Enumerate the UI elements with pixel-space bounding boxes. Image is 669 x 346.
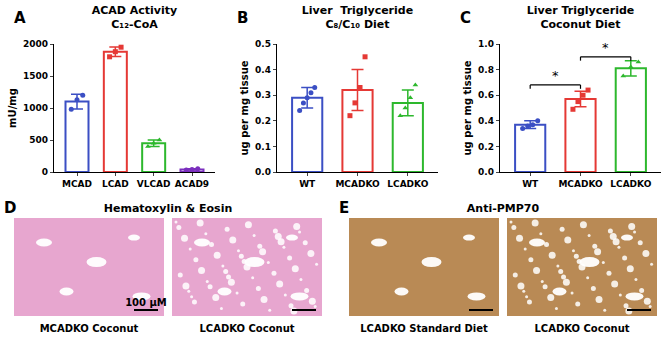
svg-text:0.4: 0.4 [478,116,494,126]
svg-text:Anti-PMP70: Anti-PMP70 [467,202,540,215]
svg-text:LCADKO: LCADKO [387,179,428,189]
svg-text:LCADKO Coconut: LCADKO Coconut [199,323,294,334]
svg-text:Liver TriglycerideCoconut Diet: Liver TriglycerideCoconut Diet [527,4,634,31]
svg-text:0.1: 0.1 [255,142,271,152]
svg-text:0.4: 0.4 [255,65,271,75]
svg-text:B: B [237,9,248,27]
svg-text:1500: 1500 [23,71,48,81]
svg-text:LCAD: LCAD [102,179,129,189]
svg-text:0.2: 0.2 [478,142,494,152]
svg-text:E: E [339,199,349,217]
svg-text:Liver TriglycerideC₈/C₁₀ Diet: Liver TriglycerideC₈/C₁₀ Diet [302,4,413,31]
svg-text:1.0: 1.0 [478,39,494,49]
svg-text:ACAD9: ACAD9 [175,179,209,189]
svg-text:*: * [552,68,559,83]
svg-text:LCADKO: LCADKO [610,179,651,189]
svg-text:0.3: 0.3 [255,90,271,100]
svg-text:0.6: 0.6 [478,90,494,100]
svg-text:1000: 1000 [23,103,48,113]
svg-text:WT: WT [522,179,539,189]
svg-text:C: C [460,9,471,27]
svg-text:MCADKO: MCADKO [558,179,603,189]
svg-text:Hematoxylin & Eosin: Hematoxylin & Eosin [104,202,232,215]
svg-text:0.8: 0.8 [478,65,494,75]
svg-text:MCADKO: MCADKO [335,179,380,189]
svg-text:ug per mg tissue: ug per mg tissue [462,60,473,155]
svg-text:0: 0 [42,167,48,177]
svg-text:WT: WT [299,179,316,189]
svg-text:MCAD: MCAD [62,179,92,189]
svg-text:MCADKO Coconut: MCADKO Coconut [40,323,139,334]
svg-text:ACAD ActivityC₁₂-CoA: ACAD ActivityC₁₂-CoA [92,4,178,31]
svg-text:ug per mg tissue: ug per mg tissue [239,60,250,155]
svg-text:500: 500 [29,135,48,145]
svg-text:0.2: 0.2 [255,116,271,126]
svg-text:LCADKO Coconut: LCADKO Coconut [534,323,629,334]
svg-text:D: D [4,199,16,217]
svg-text:mU/mg: mU/mg [7,88,18,128]
svg-text:VLCAD: VLCAD [137,179,171,189]
svg-text:0.0: 0.0 [478,167,494,177]
svg-text:100 μM: 100 μM [125,297,167,308]
svg-text:LCADKO Standard Diet: LCADKO Standard Diet [360,323,488,334]
svg-text:0.5: 0.5 [255,39,271,49]
svg-text:2000: 2000 [23,39,48,49]
svg-text:0.0: 0.0 [255,167,271,177]
svg-text:*: * [602,40,609,55]
svg-text:A: A [14,9,26,27]
